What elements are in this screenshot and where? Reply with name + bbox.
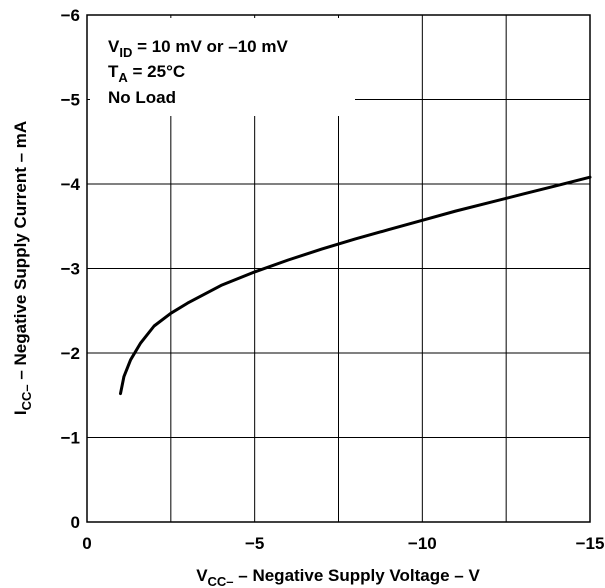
x-tick-labels: 0 −5 −10 −15 [82, 534, 604, 553]
series-line [119, 175, 592, 396]
x-tick-label: −10 [408, 534, 437, 553]
y-tick-label: −4 [61, 175, 81, 194]
annotation-load: No Load [108, 88, 176, 107]
y-tick-label: −1 [61, 429, 80, 448]
y-axis-title: ICC– – Negative Supply Current – mA [11, 121, 34, 415]
annotation-vid: VID = 10 mV or –10 mV [108, 37, 288, 60]
y-tick-label: −6 [61, 6, 80, 25]
x-tick-label: 0 [82, 534, 91, 553]
annotations: VID = 10 mV or –10 mV TA = 25°C No Load [108, 37, 288, 107]
y-tick-label: 0 [71, 513, 80, 532]
x-tick-label: −15 [576, 534, 605, 553]
y-tick-label: −5 [61, 91, 80, 110]
series-group [119, 175, 592, 396]
annotation-box [90, 18, 355, 116]
y-tick-labels: 0 −1 −2 −3 −4 −5 −6 [61, 6, 81, 532]
x-tick-label: −5 [245, 534, 264, 553]
y-tick-label: −3 [61, 260, 80, 279]
y-tick-label: −2 [61, 344, 80, 363]
annotation-ta: TA = 25°C [108, 62, 185, 85]
x-axis-title: VCC– – Negative Supply Voltage – V [196, 566, 480, 588]
